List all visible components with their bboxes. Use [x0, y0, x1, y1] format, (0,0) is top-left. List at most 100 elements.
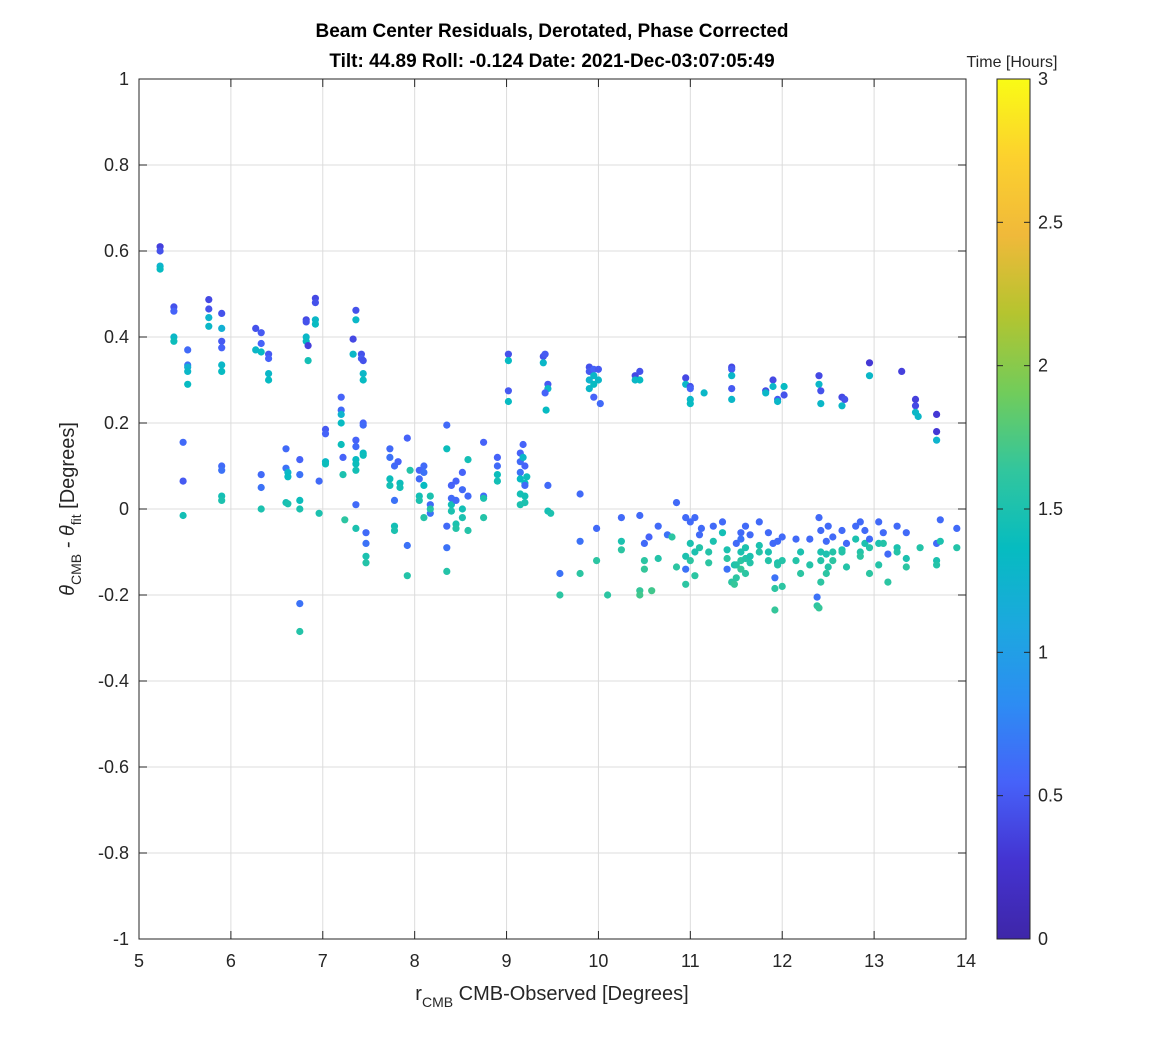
- data-point: [406, 466, 414, 474]
- data-point: [504, 357, 512, 365]
- data-point: [682, 565, 690, 573]
- data-point: [838, 526, 846, 535]
- data-point: [617, 537, 626, 545]
- data-point: [415, 475, 423, 483]
- x-tick-label: 14: [956, 951, 976, 971]
- data-point: [576, 537, 584, 545]
- data-point: [728, 365, 736, 373]
- data-point: [762, 389, 770, 397]
- data-point: [879, 529, 887, 537]
- data-point: [813, 593, 821, 601]
- data-point: [362, 539, 370, 548]
- y-axis-label: θCMB - θfit [Degrees]: [57, 422, 84, 596]
- data-point: [184, 367, 192, 375]
- data-point: [865, 372, 874, 380]
- data-point: [394, 458, 402, 466]
- data-point: [728, 372, 736, 380]
- data-point: [541, 389, 549, 397]
- data-point: [296, 505, 304, 513]
- data-point: [519, 453, 527, 461]
- data-point: [458, 514, 466, 522]
- data-point: [686, 400, 694, 408]
- data-point: [636, 511, 644, 520]
- data-point: [817, 400, 825, 408]
- data-point: [544, 481, 552, 489]
- colorbar-tick-label: 1: [1038, 642, 1048, 662]
- data-point: [817, 557, 825, 565]
- data-point: [296, 496, 304, 504]
- data-points: [156, 243, 961, 636]
- data-point: [321, 430, 330, 438]
- data-point: [337, 393, 345, 401]
- data-point: [179, 511, 187, 520]
- data-point: [464, 492, 472, 500]
- axis-ticks: [138, 78, 967, 940]
- data-point: [861, 526, 869, 535]
- data-point: [315, 477, 323, 485]
- data-point: [359, 376, 367, 384]
- data-point: [936, 516, 944, 524]
- data-point: [447, 481, 455, 489]
- y-tick-label: 0.6: [104, 241, 129, 261]
- data-point: [636, 591, 644, 599]
- data-point: [911, 402, 920, 410]
- data-point: [341, 516, 349, 524]
- data-point: [218, 496, 226, 504]
- data-point: [741, 544, 750, 552]
- data-point: [817, 578, 825, 586]
- data-point: [284, 473, 292, 481]
- data-point: [542, 406, 550, 414]
- data-point: [829, 548, 837, 556]
- data-point: [170, 337, 178, 345]
- data-point: [861, 539, 869, 548]
- data-point: [218, 337, 226, 345]
- y-tick-label: -1: [113, 929, 129, 949]
- data-point: [205, 296, 213, 304]
- data-point: [386, 481, 394, 489]
- data-point: [774, 561, 782, 569]
- data-point: [718, 518, 727, 526]
- chart-title-line2: Tilt: 44.89 Roll: -0.124 Date: 2021-Dec-…: [329, 51, 774, 72]
- data-point: [184, 346, 192, 354]
- data-point: [709, 522, 717, 530]
- data-point: [682, 514, 690, 522]
- data-point: [617, 514, 626, 522]
- data-point: [741, 522, 750, 530]
- data-point: [723, 546, 731, 554]
- data-point: [764, 548, 773, 556]
- data-point: [936, 537, 944, 545]
- data-point: [737, 529, 745, 537]
- data-point: [521, 499, 529, 507]
- data-point: [829, 557, 837, 565]
- data-point: [769, 376, 777, 384]
- data-point: [257, 505, 265, 513]
- data-point: [362, 559, 370, 567]
- data-point: [452, 524, 460, 533]
- data-point: [953, 544, 961, 552]
- data-point: [452, 477, 460, 485]
- data-point: [304, 357, 312, 365]
- data-point: [218, 367, 226, 375]
- data-point: [282, 445, 290, 453]
- data-point: [156, 247, 164, 255]
- y-tick-label: 0.2: [104, 413, 129, 433]
- data-point: [315, 509, 323, 517]
- data-point: [339, 471, 347, 479]
- data-point: [806, 561, 814, 569]
- data-point: [576, 490, 584, 498]
- data-point: [829, 533, 837, 541]
- data-point: [443, 421, 451, 429]
- colorbar-tick-label: 2.5: [1038, 212, 1063, 232]
- x-axis-label: rCMB CMB-Observed [Degrees]: [415, 983, 688, 1010]
- data-point: [352, 316, 360, 324]
- data-point: [596, 400, 604, 408]
- y-tick-label: 0: [119, 499, 129, 519]
- data-point: [916, 544, 924, 552]
- data-point: [590, 393, 598, 401]
- data-point: [257, 348, 265, 356]
- data-point: [771, 584, 779, 593]
- data-point: [521, 462, 529, 470]
- data-point: [311, 320, 319, 328]
- data-point: [852, 522, 860, 530]
